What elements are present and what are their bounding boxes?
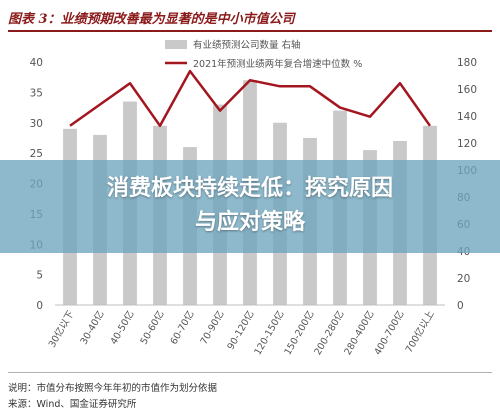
banner-title: 消费板块持续走低：探究原因 与应对策略	[0, 172, 500, 240]
left-tick-label: 0	[36, 300, 43, 312]
left-tick-label: 5	[36, 270, 43, 282]
x-tick-label: 700亿以上	[403, 308, 437, 355]
figure-title: 图表 3：业绩预期改善最为显著的是中小市值公司	[8, 12, 295, 27]
legend-label-bar: 有业绩预测公司数量 右轴	[193, 39, 301, 51]
x-tick-label: 30亿以下	[46, 309, 77, 350]
legend-label-line: 2021年预测业绩两年复合增速中位数 %	[193, 58, 362, 70]
x-tick-label: 50-60亿	[138, 309, 167, 347]
x-tick-label: 150-200亿	[282, 309, 317, 358]
right-tick-label: 140	[457, 111, 477, 123]
left-tick-label: 30	[30, 118, 43, 130]
line-series	[69, 69, 432, 128]
x-tick-label: 60-70亿	[168, 309, 197, 347]
bottom-rule	[8, 372, 492, 373]
banner-line-1: 消费板块持续走低：探究原因	[106, 176, 393, 201]
right-tick-label: 180	[457, 57, 477, 69]
x-tick-label: 70-90亿	[198, 309, 227, 347]
x-tick-label: 120-150亿	[252, 309, 287, 358]
overlay-banner	[0, 160, 500, 253]
right-tick-label: 160	[457, 84, 477, 96]
x-tick-label: 280-400亿	[342, 309, 377, 358]
x-tick-label: 30-40亿	[78, 309, 107, 347]
legend-swatch-bar	[165, 40, 187, 49]
x-tick-label: 200-280亿	[312, 309, 347, 358]
left-tick-label: 25	[30, 148, 43, 160]
x-axis: 30亿以下 30-40亿 40-50亿 50-60亿 60-70亿 70-90亿90-12…	[46, 304, 445, 358]
chart-legend: 有业绩预测公司数量 右轴 2021年预测业绩两年复合增速中位数 %	[165, 39, 362, 70]
x-tick-label: 90-120亿	[225, 309, 257, 352]
left-tick-label: 40	[30, 57, 43, 69]
x-tick-label: 40-50亿	[108, 309, 137, 347]
x-tick-label: 400-700亿	[372, 309, 407, 358]
right-tick-label: 120	[457, 138, 477, 150]
right-tick-label: 20	[457, 273, 470, 285]
note-text: 说明：市值分布按照今年年初的市值作为划分依据	[8, 383, 218, 394]
left-tick-label: 35	[30, 87, 43, 99]
title-rule	[8, 30, 492, 32]
banner-line-2: 与应对策略	[194, 210, 305, 235]
source-text: 来源：Wind、国金证券研究所	[8, 399, 137, 410]
right-tick-label: 0	[457, 300, 464, 312]
